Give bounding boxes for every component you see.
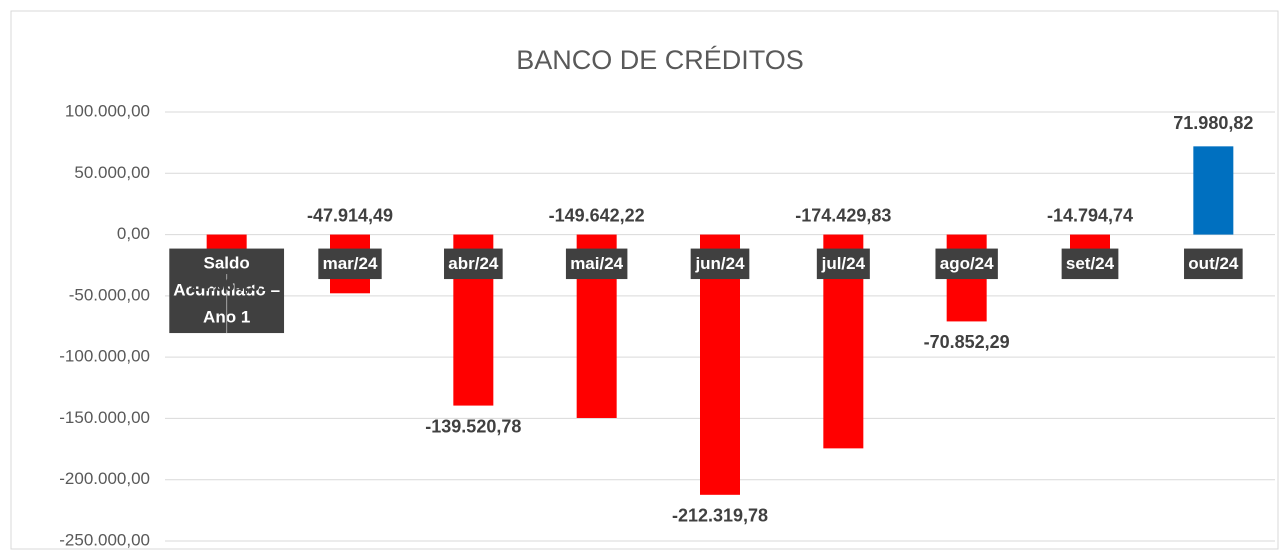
category-label: jul/24 [816, 248, 870, 280]
labels: Saldo Acumulado – Ano 1-24.064,51mar/24-47… [169, 113, 1253, 526]
x-tick-label: set/24 [1066, 254, 1115, 273]
category-label: ago/24 [935, 248, 998, 280]
data-label: -70.852,29 [924, 332, 1010, 352]
data-label: -212.319,78 [672, 506, 768, 526]
x-tick-label: jun/24 [694, 254, 745, 273]
chart-title: BANCO DE CRÉDITOS [516, 45, 804, 75]
category-box [690, 248, 750, 280]
category-box [444, 248, 503, 280]
data-label: -14.794,74 [1047, 205, 1133, 225]
category-label: out/24 [1184, 248, 1243, 280]
data-label: -149.642,22 [549, 205, 645, 225]
category-label: jun/24 [690, 248, 750, 280]
category-box [935, 248, 998, 280]
category-label: mai/24 [565, 248, 628, 280]
y-tick-label: -250.000,00 [59, 530, 150, 549]
bar [1193, 146, 1234, 235]
category-box [565, 248, 628, 280]
y-tick-label: 100.000,00 [65, 101, 150, 120]
data-label: -174.429,83 [795, 205, 891, 225]
x-tick-label: out/24 [1188, 254, 1239, 273]
category-label: mar/24 [318, 248, 382, 280]
category-box [816, 248, 870, 280]
category-box [1061, 248, 1119, 280]
y-tick-label: 50.000,00 [74, 163, 150, 182]
category-label: abr/24 [444, 248, 503, 280]
data-label: -47.914,49 [307, 205, 393, 225]
y-tick-label: 0,00 [117, 224, 150, 243]
category-label: set/24 [1061, 248, 1119, 280]
y-tick-label: -50.000,00 [69, 285, 150, 304]
y-tick-label: -150.000,00 [59, 408, 150, 427]
category-box [318, 248, 382, 280]
bar [1070, 234, 1110, 253]
x-tick-label-line: Saldo [204, 254, 250, 273]
y-tick-label: -100.000,00 [59, 347, 150, 366]
data-label: 71.980,82 [1173, 113, 1253, 133]
data-label: -139.520,78 [425, 416, 521, 436]
x-tick-label: abr/24 [448, 254, 499, 273]
x-tick-label: mai/24 [570, 254, 623, 273]
x-tick-label: ago/24 [940, 254, 994, 273]
y-tick-label: -200.000,00 [59, 469, 150, 488]
category-box [1184, 248, 1243, 280]
x-tick-label: mar/24 [323, 254, 378, 273]
data-label: -24.064,51 [184, 275, 270, 295]
x-tick-label: jul/24 [821, 254, 866, 273]
